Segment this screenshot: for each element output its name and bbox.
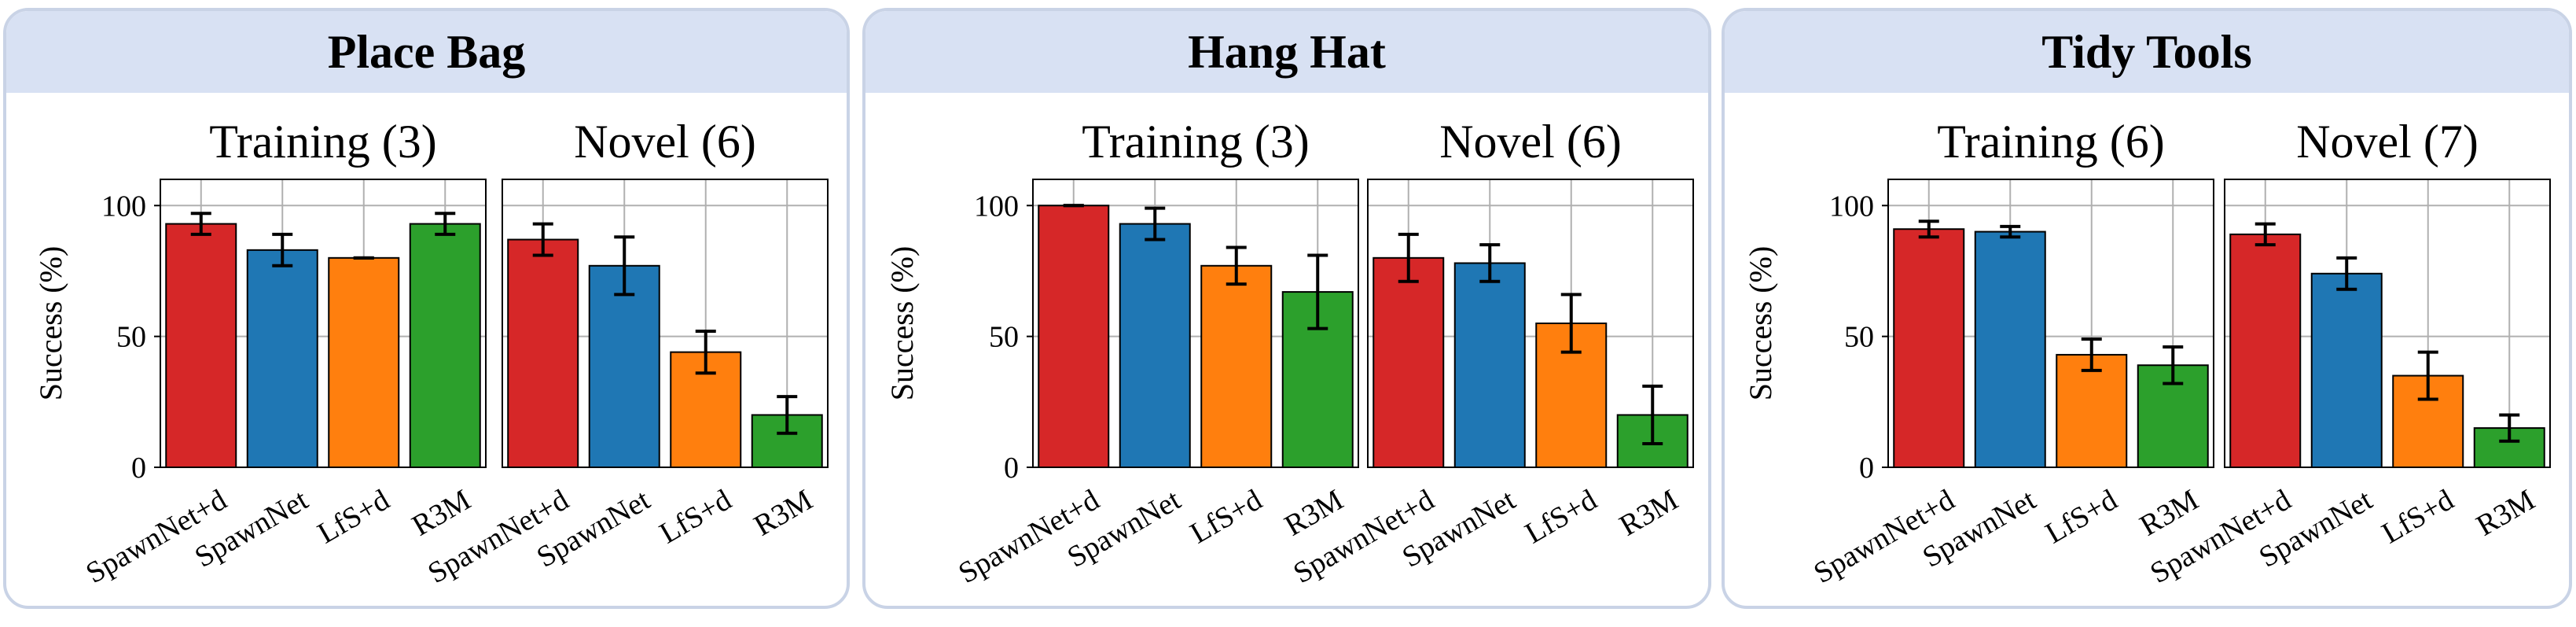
plot-frame <box>2224 179 2551 468</box>
panel-title: Place Bag <box>327 25 526 78</box>
place-bag-panel: Place Bag Success (%) Training (3) SpawnNe… <box>3 8 850 609</box>
bar <box>246 249 318 468</box>
plot-frame <box>1367 179 1694 468</box>
y-tick-label: 0 <box>1004 452 1019 485</box>
y-axis-label: Success (%) <box>1743 246 1778 401</box>
y-axis-label: Success (%) <box>884 246 920 401</box>
x-tick-label: LfS+d <box>312 483 395 550</box>
bar <box>1373 256 1445 468</box>
bar <box>2229 233 2302 468</box>
bar <box>1119 223 1191 468</box>
bar <box>1200 264 1273 468</box>
y-tick-label: 100 <box>101 190 146 223</box>
y-tick-label: 100 <box>1829 190 1874 223</box>
y-tick-label: 0 <box>1859 452 1874 485</box>
place-bag-chart: Success (%)Training (3)SpawnNet+dSpawnNe… <box>33 116 829 590</box>
x-tick-label: R3M <box>406 483 476 542</box>
x-tick-label: R3M <box>748 483 818 542</box>
subplot-title: Novel (6) <box>1439 116 1622 168</box>
plot-frame <box>502 179 829 468</box>
plot-frame <box>1032 179 1359 468</box>
bar <box>507 238 579 468</box>
x-tick-label: LfS+d <box>2040 483 2122 550</box>
subplot-title: Training (3) <box>209 116 436 168</box>
hang-hat-chart: Success (%)Training (3)SpawnNet+dSpawnNe… <box>884 116 1694 590</box>
bar <box>328 256 400 468</box>
y-tick-label: 0 <box>131 452 146 485</box>
x-tick-label: LfS+d <box>654 483 737 550</box>
x-tick-label: R3M <box>1614 483 1684 542</box>
subplot-title: Novel (6) <box>574 116 756 168</box>
subplot-title: Novel (7) <box>2296 116 2479 168</box>
bar <box>1893 228 1965 468</box>
y-axis-label: Success (%) <box>33 246 68 401</box>
bar <box>409 223 481 468</box>
panel-header: Hang Hat <box>865 11 1708 93</box>
x-tick-label: LfS+d <box>2376 483 2459 550</box>
subplot-title: Training (6) <box>1937 116 2164 168</box>
y-tick-label: 50 <box>116 321 146 354</box>
plot-frame <box>160 179 487 468</box>
y-tick-label: 50 <box>1844 321 1874 354</box>
bar <box>165 223 237 468</box>
x-tick-label: R3M <box>2471 483 2541 542</box>
bar <box>2056 353 2128 468</box>
bar <box>1038 205 1110 468</box>
panel-header: Place Bag <box>6 11 847 93</box>
tidy-tools-chart: Success (%)Training (6)SpawnNet+dSpawnNe… <box>1743 116 2551 590</box>
panel-header: Tidy Tools <box>1725 11 2569 93</box>
bar <box>1974 231 2046 468</box>
tidy-tools-panel: Tidy Tools Success (%) Training (6) SpawnN… <box>1722 8 2572 609</box>
hang-hat-panel: Hang Hat Success (%) Training (3) SpawnNet… <box>862 8 1711 609</box>
y-tick-label: 50 <box>989 321 1019 354</box>
plot-frame <box>1887 179 2214 468</box>
x-tick-label: LfS+d <box>1520 483 1602 550</box>
subplot-title: Training (3) <box>1082 116 1309 168</box>
bar <box>1453 262 1526 468</box>
bar <box>588 264 660 468</box>
x-tick-label: LfS+d <box>1185 483 1267 550</box>
panel-title: Hang Hat <box>1188 25 1386 78</box>
y-tick-label: 100 <box>974 190 1019 223</box>
panel-title: Tidy Tools <box>2041 25 2252 78</box>
bar <box>2310 272 2383 469</box>
